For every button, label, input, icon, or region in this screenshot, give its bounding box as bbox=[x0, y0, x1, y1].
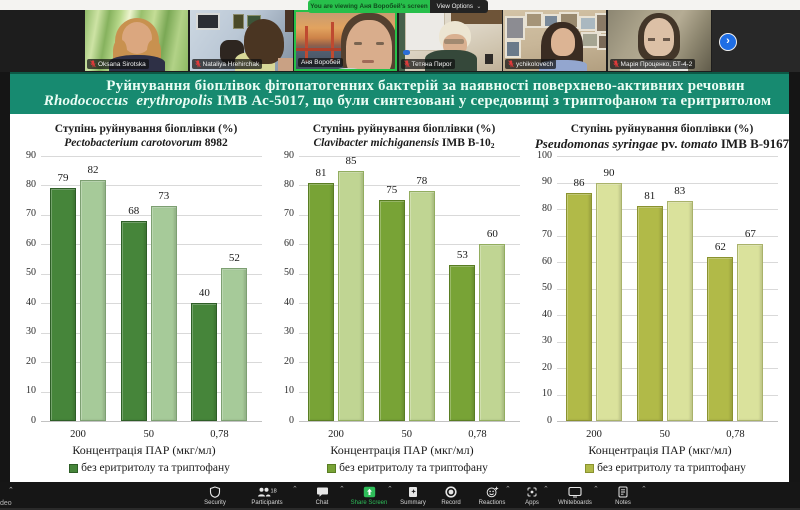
svg-text:18: 18 bbox=[271, 488, 277, 494]
